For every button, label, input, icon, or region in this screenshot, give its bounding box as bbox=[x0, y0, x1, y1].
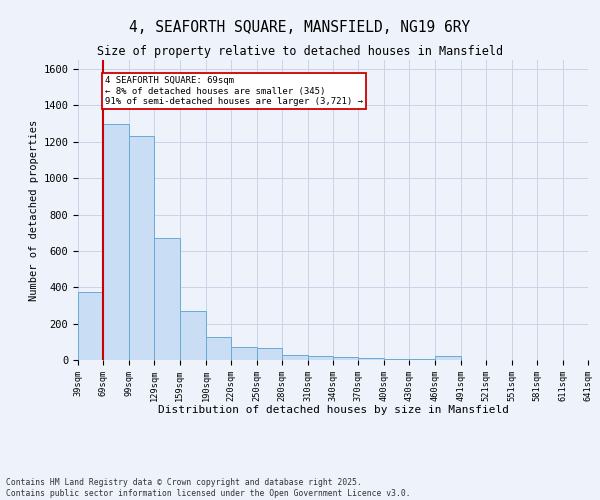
Bar bbox=[154, 238, 179, 360]
Bar bbox=[409, 359, 434, 360]
Bar bbox=[308, 356, 333, 360]
Text: Size of property relative to detached houses in Mansfield: Size of property relative to detached ho… bbox=[97, 45, 503, 58]
Bar bbox=[103, 124, 129, 360]
Bar bbox=[434, 356, 461, 360]
Bar bbox=[358, 358, 384, 360]
Bar bbox=[333, 358, 358, 360]
Bar bbox=[78, 292, 103, 360]
Bar bbox=[384, 359, 409, 360]
Text: 4, SEAFORTH SQUARE, MANSFIELD, NG19 6RY: 4, SEAFORTH SQUARE, MANSFIELD, NG19 6RY bbox=[130, 20, 470, 35]
Bar bbox=[179, 311, 206, 360]
Bar bbox=[257, 348, 282, 360]
Bar bbox=[206, 338, 232, 360]
Y-axis label: Number of detached properties: Number of detached properties bbox=[29, 120, 39, 300]
Bar bbox=[282, 354, 308, 360]
Text: Contains HM Land Registry data © Crown copyright and database right 2025.
Contai: Contains HM Land Registry data © Crown c… bbox=[6, 478, 410, 498]
Bar bbox=[232, 348, 257, 360]
Bar bbox=[129, 136, 154, 360]
Text: 4 SEAFORTH SQUARE: 69sqm
← 8% of detached houses are smaller (345)
91% of semi-d: 4 SEAFORTH SQUARE: 69sqm ← 8% of detache… bbox=[105, 76, 363, 106]
X-axis label: Distribution of detached houses by size in Mansfield: Distribution of detached houses by size … bbox=[157, 406, 509, 415]
